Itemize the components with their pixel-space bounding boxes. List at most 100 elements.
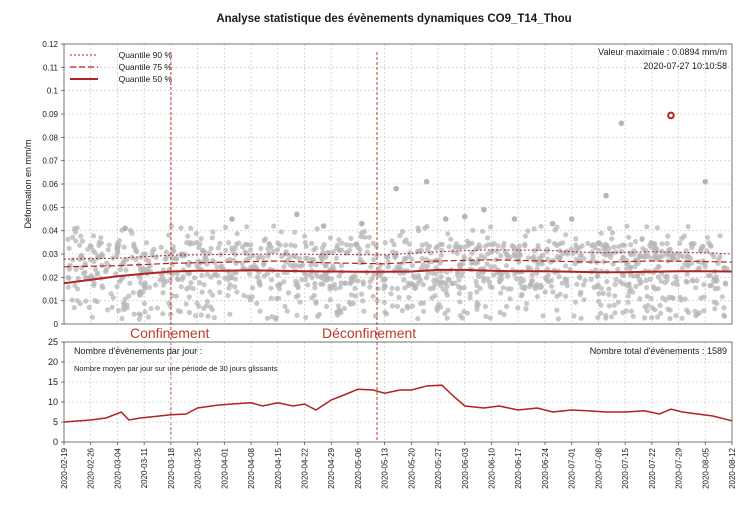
scatter-point (590, 253, 596, 259)
scatter-point (75, 286, 81, 292)
scatter-point (700, 243, 706, 249)
scatter-point (456, 290, 462, 297)
scatter-point (621, 242, 628, 248)
scatter-point (590, 242, 596, 248)
confinement-label: Confinement (130, 325, 209, 341)
scatter-point (464, 310, 470, 316)
scatter-point (416, 228, 422, 234)
scatter-point (482, 243, 488, 249)
scatter-point (158, 244, 164, 250)
scatter-point (383, 311, 389, 317)
scatter-point (241, 293, 247, 299)
scatter-point (485, 251, 491, 257)
scatter-point (192, 313, 199, 319)
scatter-point (434, 243, 441, 249)
max-value-label: Valeur maximale : 0.0894 mm/m (598, 47, 727, 57)
scatter-point (78, 233, 84, 239)
scatter-point (273, 295, 279, 302)
x-tick-label: 2020-04-01 (220, 447, 229, 488)
scatter-point (501, 311, 507, 318)
bottom-y-axis: 0 5 10 15 20 25 (48, 337, 64, 447)
scatter-point (162, 256, 168, 262)
scatter-point (148, 305, 154, 312)
scatter-point (182, 253, 188, 259)
outlier-point (603, 192, 609, 199)
scatter-point (594, 274, 600, 280)
scatter-point (265, 246, 271, 252)
scatter-point (211, 315, 217, 321)
scatter-point (476, 273, 482, 280)
scatter-point (409, 303, 415, 309)
scatter-point (704, 248, 710, 254)
scatter-point (65, 274, 71, 281)
scatter-point (392, 254, 398, 261)
scatter-point (715, 285, 721, 291)
scatter-point (644, 293, 650, 299)
scatter-point (323, 303, 330, 310)
scatter-point (327, 297, 333, 303)
scatter-point (184, 286, 190, 292)
scatter-point (721, 305, 727, 311)
scatter-point (701, 294, 707, 300)
scatter-point (436, 301, 442, 307)
scatter-point (578, 289, 584, 295)
scatter-point (684, 271, 690, 277)
scatter-point (78, 253, 84, 259)
scatter-point (312, 280, 318, 287)
top-quantile-lines (63, 249, 733, 285)
top-y-tick-label: 0.01 (42, 297, 58, 306)
scatter-point (554, 242, 560, 249)
scatter-point (525, 255, 532, 261)
scatter-point (281, 279, 287, 285)
scatter-point (498, 290, 504, 296)
scatter-point (234, 289, 240, 295)
bottom-y-tick-label: 25 (48, 337, 58, 347)
scatter-point (430, 270, 436, 276)
scatter-point (357, 251, 363, 257)
scatter-point (341, 305, 347, 312)
scatter-point (114, 284, 120, 290)
scatter-point (595, 282, 601, 288)
scatter-point (659, 248, 665, 254)
scatter-point (232, 284, 238, 290)
outlier-point (294, 211, 300, 218)
scatter-point (638, 279, 644, 285)
scatter-point (361, 308, 367, 314)
outlier-point (549, 220, 556, 227)
scatter-point (322, 263, 328, 269)
scatter-point (441, 280, 447, 286)
scatter-point (186, 294, 192, 300)
scatter-point (693, 285, 699, 291)
scatter-point (669, 294, 675, 301)
scatter-point (573, 236, 579, 242)
scatter-point (391, 242, 397, 248)
scatter-point (160, 290, 166, 296)
scatter-point (492, 264, 498, 270)
scatter-point (118, 276, 124, 283)
scatter-point (567, 266, 573, 272)
scatter-point (114, 241, 120, 247)
scatter-point (684, 307, 690, 313)
scatter-point (407, 250, 413, 256)
scatter-point (257, 308, 263, 314)
scatter-point (183, 240, 190, 246)
scatter-point (604, 278, 610, 285)
scatter-point (711, 276, 718, 282)
scatter-point (358, 230, 365, 236)
scatter-point (681, 233, 687, 239)
scatter-point (561, 250, 567, 256)
scatter-point (240, 265, 246, 271)
x-tick-label: 2020-06-17 (514, 447, 523, 488)
scatter-point (624, 223, 630, 229)
scatter-point (98, 240, 104, 246)
scatter-point (319, 245, 326, 251)
scatter-point (402, 285, 408, 291)
scatter-point (473, 278, 479, 285)
outlier-point (320, 223, 327, 229)
scatter-point (673, 313, 679, 319)
scatter-point (110, 295, 116, 301)
scatter-point (136, 316, 142, 322)
x-tick-label: 2020-08-05 (701, 447, 710, 488)
scatter-point (108, 291, 114, 297)
scatter-point (166, 232, 172, 238)
